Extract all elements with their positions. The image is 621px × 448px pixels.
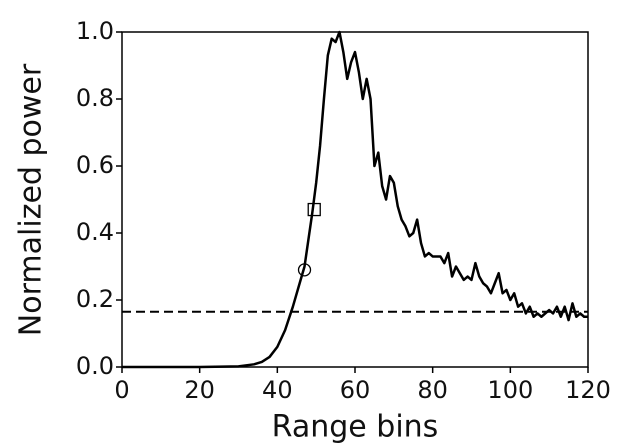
x-tick-label: 120 (565, 376, 611, 404)
y-axis-label: Normalized power (14, 63, 49, 336)
x-tick-label: 20 (184, 376, 215, 404)
y-tick-label: 0.2 (76, 285, 114, 313)
circle-marker (297, 263, 312, 277)
square-marker (307, 202, 321, 217)
y-tick-label: 0.0 (76, 352, 114, 380)
x-tick-label: 0 (114, 376, 129, 404)
y-tick-label: 1.0 (76, 17, 114, 45)
plot-frame (121, 31, 589, 368)
y-tick-label: 0.4 (76, 218, 114, 246)
x-tick-label: 40 (262, 376, 293, 404)
data-line (122, 30, 588, 369)
x-axis-label: Range bins (272, 410, 439, 445)
y-tick-label: 0.8 (76, 84, 114, 112)
x-tick-label: 60 (340, 376, 371, 404)
x-tick-label: 80 (417, 376, 448, 404)
y-tick-label: 0.6 (76, 151, 114, 179)
x-tick-label: 100 (487, 376, 533, 404)
